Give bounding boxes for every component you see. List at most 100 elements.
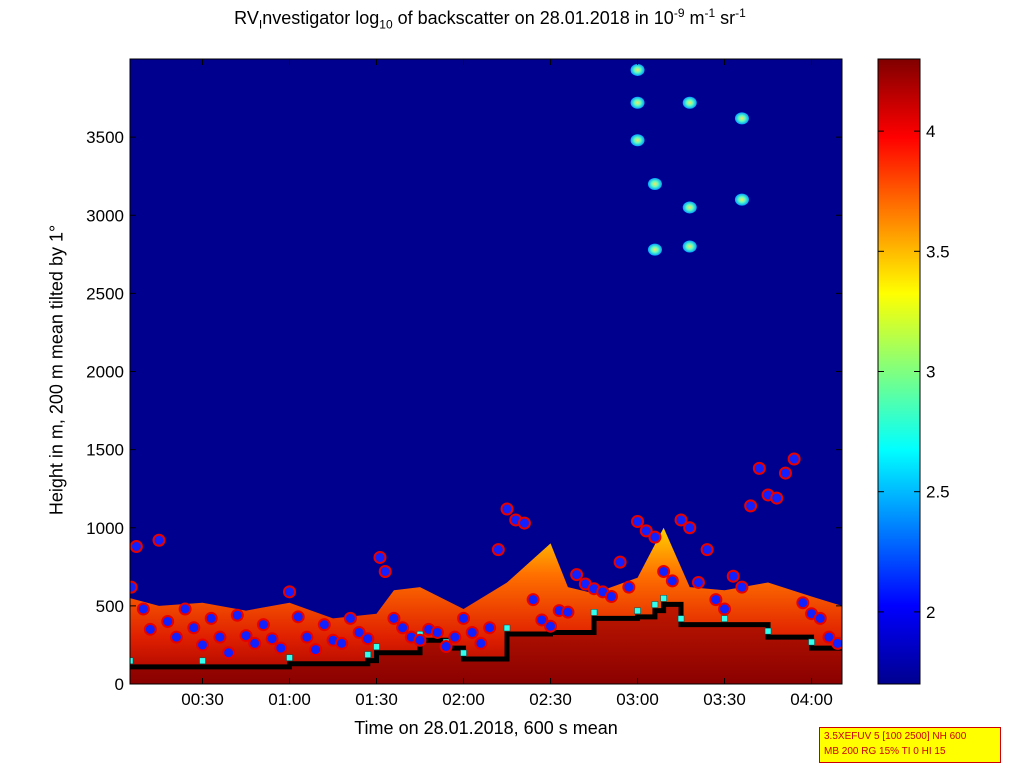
title-superscript: -1 — [735, 6, 746, 20]
x-tick-label: 02:00 — [442, 690, 485, 709]
layer-detection-point — [413, 633, 427, 647]
y-tick-label: 2500 — [86, 284, 124, 303]
cloud-base-marker — [677, 615, 685, 622]
cloud-base-marker — [808, 638, 815, 646]
y-tick-label: 3500 — [86, 128, 124, 147]
plot-background — [130, 59, 842, 684]
colorbar-tick-label: 4 — [926, 122, 935, 141]
x-axis-label: Time on 28.01.2018, 600 s mean — [354, 718, 618, 738]
layer-detection-point — [822, 630, 836, 644]
title-text-part: m — [684, 8, 705, 28]
layer-detection-point — [239, 629, 253, 643]
cloud-base-marker — [764, 627, 772, 635]
x-tick-label: 03:00 — [616, 690, 659, 709]
layer-detection-point — [196, 638, 210, 652]
title-superscript: -1 — [704, 6, 716, 20]
layer-detection-point — [130, 580, 138, 594]
cloud-patch — [734, 193, 749, 206]
layer-detection-point — [274, 641, 288, 655]
cloud-base-marker — [634, 607, 641, 615]
layer-detection-point — [500, 502, 514, 516]
layer-detection-point — [770, 491, 784, 505]
cloud-base-marker — [651, 601, 659, 608]
layer-detection-point — [813, 611, 827, 625]
layer-detection-point — [256, 618, 270, 632]
layer-detection-point — [152, 533, 166, 547]
cloud-base-marker — [503, 624, 511, 632]
layer-detection-point — [343, 611, 357, 625]
layer-detection-point — [396, 621, 410, 635]
cloud-patch — [630, 134, 645, 147]
layer-detection-point — [726, 569, 740, 583]
layer-detection-point — [744, 499, 758, 513]
layer-detection-point — [248, 636, 262, 650]
title-subscript: 10 — [379, 17, 393, 32]
layer-detection-point — [604, 590, 618, 603]
cloud-base-marker — [286, 654, 293, 661]
cloud-base-marker — [660, 595, 667, 602]
layer-detection-point — [335, 636, 349, 650]
y-tick-label: 0 — [115, 675, 124, 694]
layer-detection-point — [309, 643, 323, 657]
x-tick-label: 03:30 — [703, 690, 746, 709]
y-tick-label: 3000 — [86, 206, 124, 225]
layer-detection-point — [178, 602, 192, 616]
layer-detection-point — [787, 452, 801, 466]
cloud-patch — [630, 63, 645, 76]
colorbar-tick-label: 2 — [926, 603, 935, 622]
layer-detection-point — [691, 575, 705, 589]
cloud-base-marker — [130, 657, 134, 665]
x-tick-label: 01:00 — [268, 690, 311, 709]
layer-detection-point — [230, 608, 244, 622]
layer-detection-point — [778, 466, 792, 480]
layer-detection-point — [291, 610, 305, 624]
colorbar-tick-label: 3 — [926, 363, 935, 382]
layer-detection-point — [361, 632, 375, 646]
settings-info-box: 3.5XEFUV 5 [100 2500] NH 600 MB 200 RG 1… — [819, 727, 1001, 763]
colorbar — [877, 58, 921, 685]
layer-detection-point — [648, 530, 662, 544]
title-text-part: of backscatter on 28.01.2018 in 10 — [392, 8, 674, 28]
layer-detection-point — [352, 625, 366, 639]
y-axis-label: Height in m, 200 m mean tilted by 1° — [46, 224, 67, 516]
layer-detection-point — [136, 602, 150, 616]
layer-detection-point — [535, 613, 549, 627]
layer-detection-point — [796, 596, 810, 610]
layer-detection-point — [526, 593, 540, 607]
title-text-part: nvestigator log — [262, 8, 380, 28]
colorbar-axis: 2 2.5 3 3.5 4 — [878, 122, 950, 622]
layer-detection-point — [491, 543, 505, 557]
layer-detection-point — [378, 565, 392, 578]
layer-detection-point — [204, 611, 218, 625]
x-tick-label: 00:30 — [181, 690, 224, 709]
layer-detection-point — [544, 619, 558, 633]
y-tick-label: 1500 — [86, 441, 124, 460]
cloud-patch — [682, 201, 697, 214]
layer-detection-point — [657, 565, 671, 578]
title-subscript: I — [258, 17, 263, 32]
layer-detection-point — [169, 630, 183, 644]
layer-detection-point — [517, 516, 531, 530]
x-tick-label: 04:00 — [790, 690, 833, 709]
layer-detection-point — [622, 580, 636, 594]
layer-detection-point — [718, 602, 732, 616]
layer-detection-point — [465, 625, 479, 639]
layer-detection-point — [130, 540, 143, 553]
layer-detection-point — [631, 515, 645, 528]
layer-detection-point — [639, 524, 653, 538]
layer-detection-point — [709, 593, 723, 607]
cloud-base-marker — [364, 651, 372, 658]
layer-detection-point — [448, 630, 462, 644]
cloud-patches — [630, 63, 749, 256]
title-text-part: sr — [715, 8, 736, 28]
layer-detection-point — [213, 630, 227, 644]
layer-detection-point — [665, 574, 679, 588]
layer-detection-point — [265, 632, 279, 646]
layer-detection-point — [283, 585, 297, 599]
cloud-base-marker — [199, 657, 206, 665]
y-tick-label: 1000 — [86, 519, 124, 538]
colorbar-tick-label: 3.5 — [926, 242, 950, 261]
layer-detection-point — [430, 625, 444, 639]
cloud-patch — [630, 96, 645, 109]
